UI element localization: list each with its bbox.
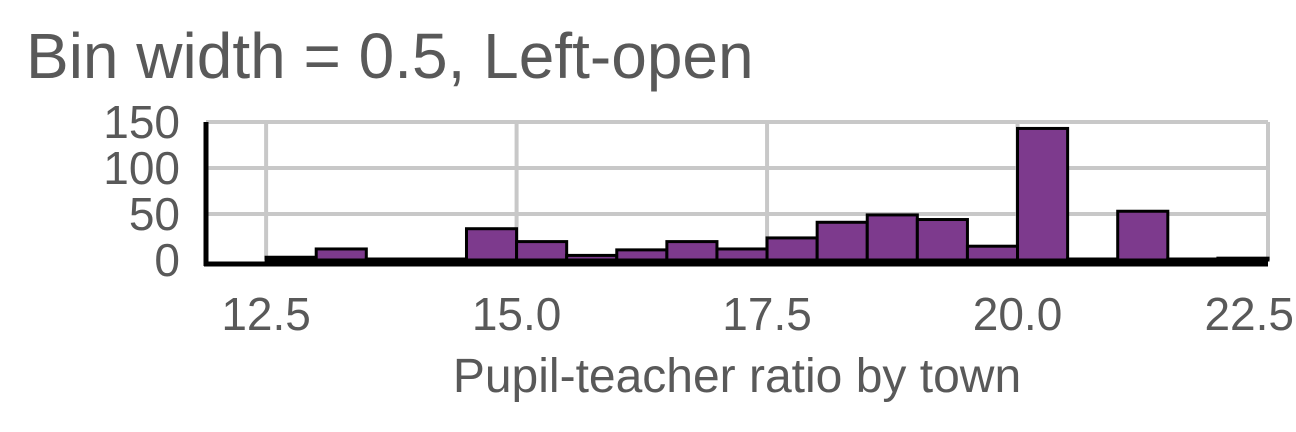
x-tick-label: 17.5 [722,288,812,340]
histogram-bars [264,126,1270,262]
histogram-bar [965,244,1020,262]
histogram-bar [615,248,669,262]
histogram-bar [715,247,769,262]
histogram-bar [264,255,318,262]
grid-lines [206,120,1270,260]
histogram-bar [1166,257,1220,262]
y-tick-label: 100 [103,142,180,194]
x-tick-label: 15.0 [472,288,562,340]
histogram-bar [1016,126,1070,262]
histogram-bar [815,220,869,262]
histogram-bar [865,213,919,262]
x-tick-labels: 12.5 15.0 17.5 20.0 22.5 [221,288,1294,340]
histogram-bar [1066,257,1120,262]
histogram-bar [515,240,569,262]
axes [203,122,1268,267]
x-tick-label: 22.5 [1204,288,1294,340]
histogram-bar [665,240,719,262]
histogram-bar [1116,209,1170,262]
y-tick-label: 0 [154,234,180,286]
histogram-bar [565,253,619,262]
x-tick-label: 20.0 [973,288,1063,340]
histogram-bar [364,257,418,262]
histogram-bar [915,218,969,262]
histogram-bar [414,257,468,262]
x-axis-label: Pupil-teacher ratio by town [453,350,1021,403]
x-tick-label: 12.5 [221,288,311,340]
chart-title: Bin width = 0.5, Left-open [26,20,754,92]
histogram-bar [314,247,368,262]
histogram-bar [464,227,519,262]
y-tick-label: 50 [129,188,180,240]
histogram-bar [1216,256,1270,262]
y-tick-label: 150 [103,96,180,148]
histogram-bar [765,236,819,262]
